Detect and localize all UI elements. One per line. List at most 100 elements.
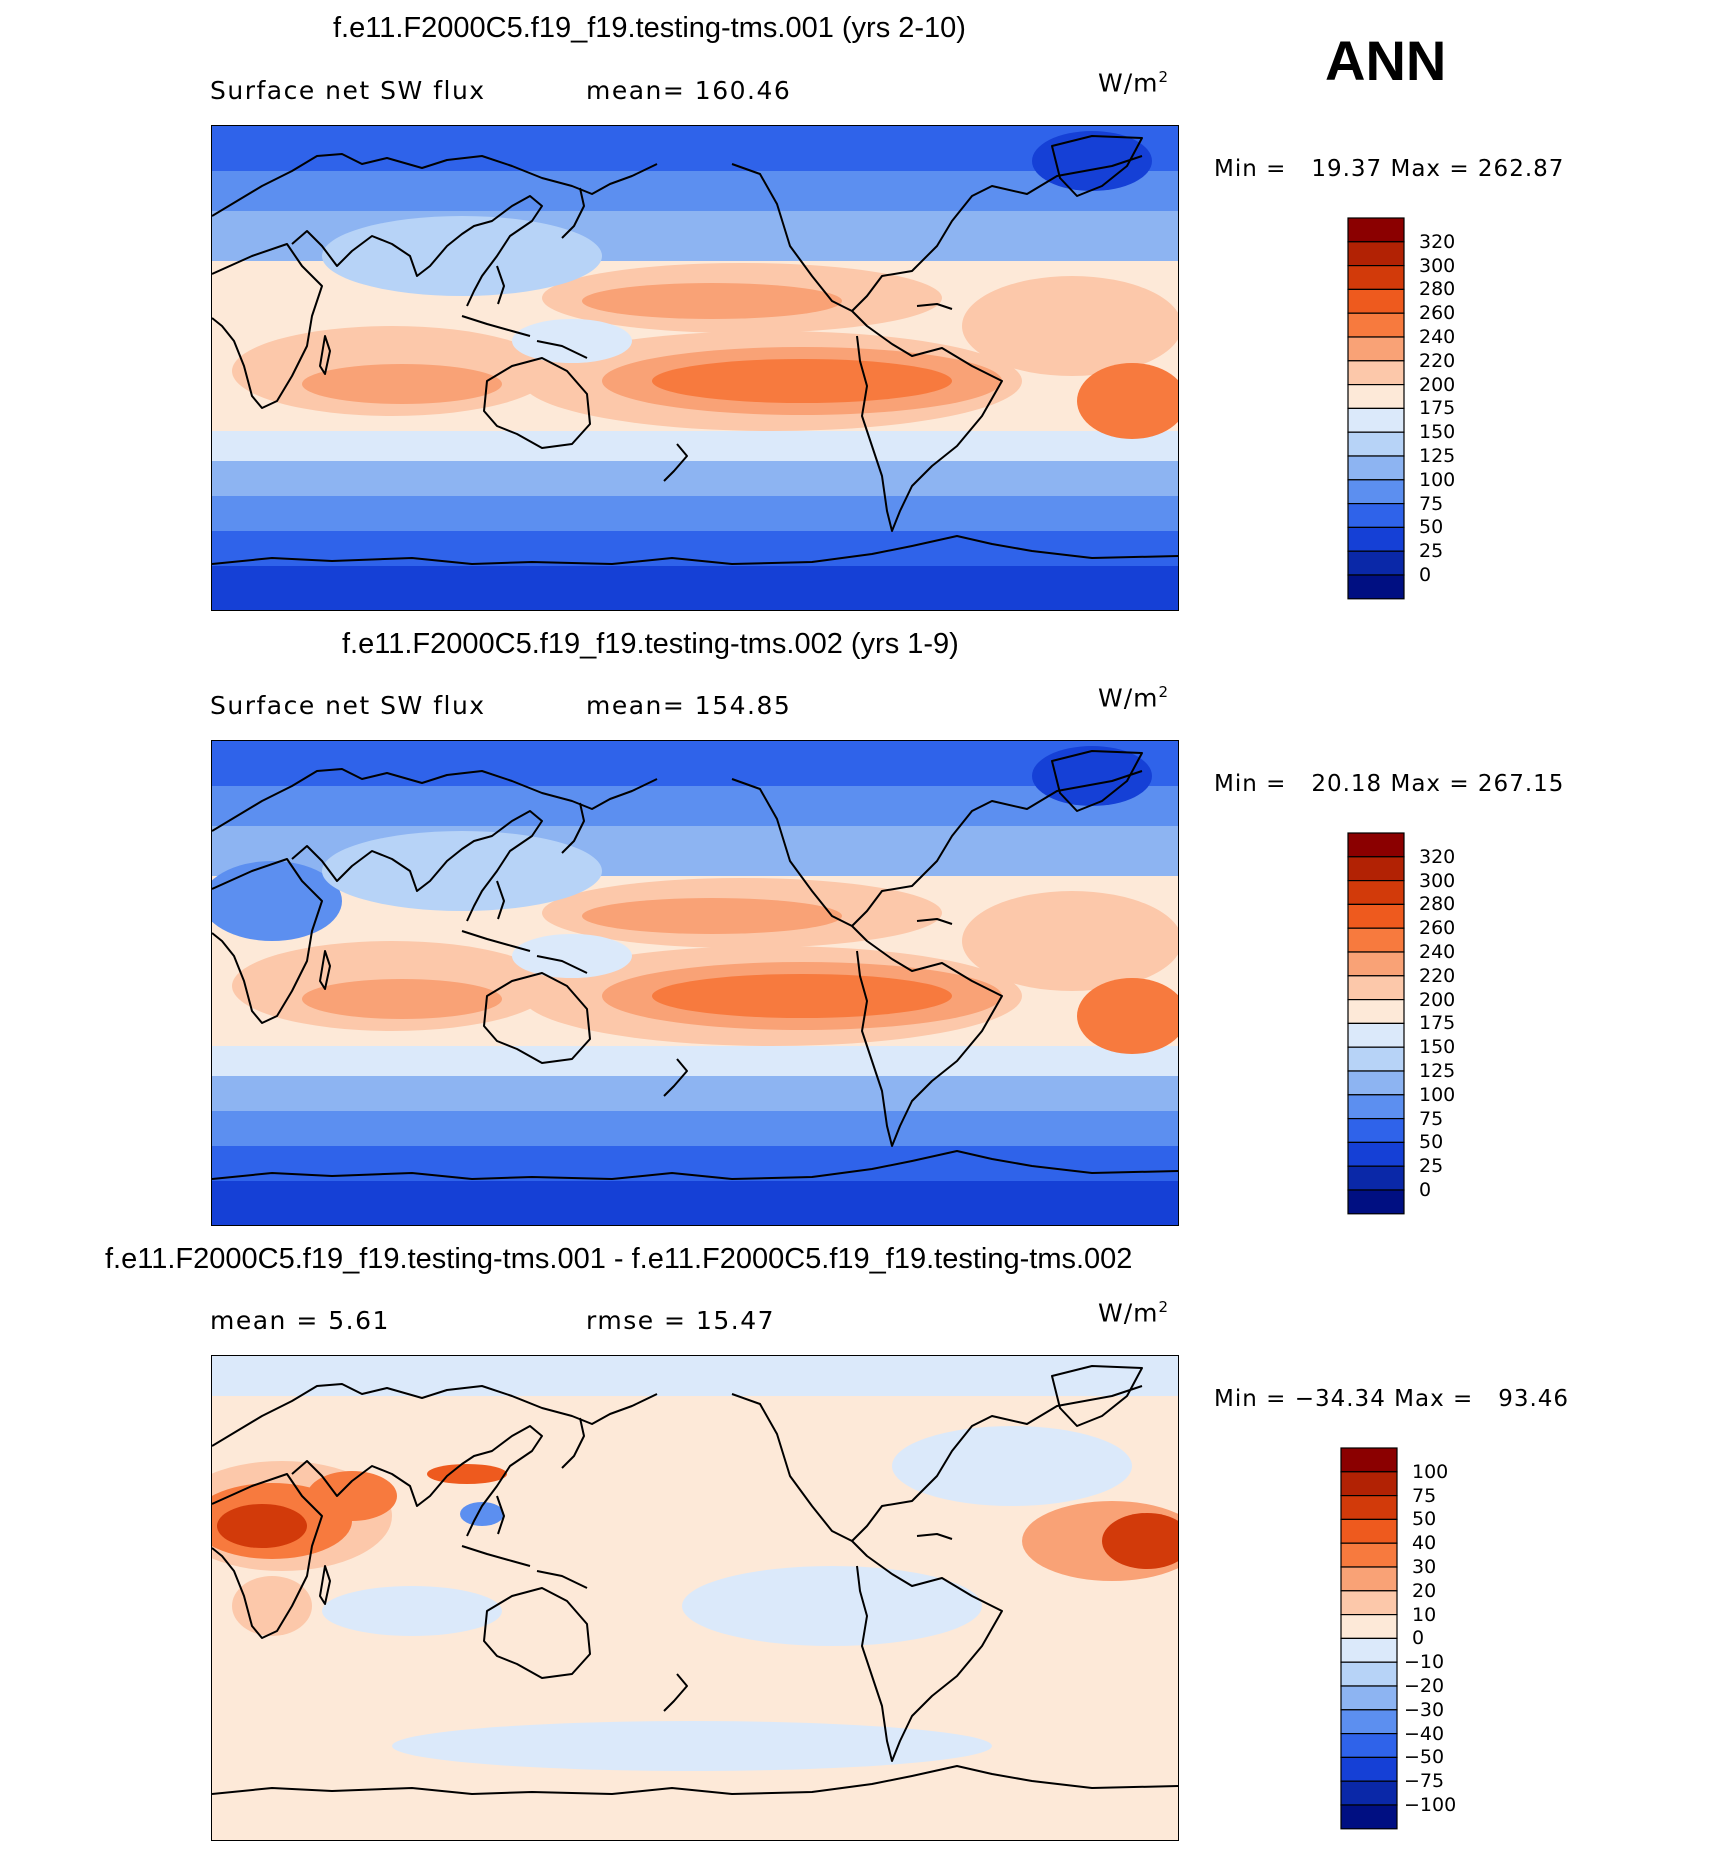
colorbar-swatch xyxy=(1340,1471,1398,1497)
colorbar-swatch xyxy=(1347,502,1405,528)
colorbar-swatch xyxy=(1347,217,1405,243)
colorbar-swatch xyxy=(1347,1094,1405,1120)
colorbar-swatch xyxy=(1347,975,1405,1001)
colorbar-swatch xyxy=(1347,856,1405,882)
panel2-map xyxy=(211,740,1179,1226)
colorbar-tick-label: 260 xyxy=(1419,917,1456,940)
colorbar-swatch xyxy=(1347,336,1405,362)
colorbar-tick-label: 25 xyxy=(1419,1155,1444,1178)
panel2-mean-label: mean= 154.85 xyxy=(586,691,792,720)
panel1-title: f.e11.F2000C5.f19_f19.testing-tms.001 (y… xyxy=(333,12,966,44)
colorbar-swatch xyxy=(1347,927,1405,953)
panel3-sahara-pos-core xyxy=(217,1504,307,1548)
panel1-south-pacific-core xyxy=(652,359,952,403)
panel2-band-south-storm xyxy=(212,1111,1178,1146)
panel3-atlantic-pos-core xyxy=(1102,1513,1178,1569)
colorbar-tick-label: 50 xyxy=(1412,1508,1437,1531)
colorbar-swatch xyxy=(1340,1518,1398,1544)
panel2-band-antarctica xyxy=(212,1181,1178,1225)
panel3-rmse-label: rmse = 15.47 xyxy=(586,1306,776,1335)
panel1-band-south-storm xyxy=(212,496,1178,531)
panel2-band-arctic xyxy=(212,741,1178,786)
panel3-indian-neg xyxy=(322,1586,502,1636)
panel2-greenland xyxy=(1032,746,1152,806)
panel2-colorbar: 320 300 280 260 240 220 200 175 150 125 100 75 50 25 0 xyxy=(1347,832,1455,1220)
colorbar-tick-label: 25 xyxy=(1419,540,1444,563)
panel1-north-pacific-core xyxy=(582,283,842,319)
panel1-band-antarctica xyxy=(212,566,1178,610)
colorbar-swatch xyxy=(1340,1447,1398,1473)
panel2-indian-ocean-core xyxy=(302,979,502,1019)
colorbar-swatch xyxy=(1347,312,1405,338)
panel3-mean-label: mean = 5.61 xyxy=(210,1306,390,1335)
colorbar-swatch xyxy=(1347,455,1405,481)
colorbar-swatch xyxy=(1347,1070,1405,1096)
colorbar-swatch xyxy=(1347,951,1405,977)
colorbar-swatch xyxy=(1347,288,1405,314)
colorbar-swatch xyxy=(1347,998,1405,1024)
panel2-variable-label: Surface net SW flux xyxy=(210,691,486,720)
panel1-west-pacific-warm-pool xyxy=(512,319,632,363)
colorbar-tick-label: 30 xyxy=(1412,1556,1437,1578)
colorbar-tick-label: 200 xyxy=(1419,988,1456,1011)
panel3-title: f.e11.F2000C5.f19_f19.testing-tms.001 - … xyxy=(105,1243,1133,1275)
panel3-arabia-pos xyxy=(307,1471,397,1521)
panel2-north-pacific-core xyxy=(582,898,842,934)
panel1-south-atlantic-core xyxy=(1077,363,1178,439)
panel3-north-atlantic-neg xyxy=(892,1426,1132,1506)
panel3-arctic-band xyxy=(212,1356,1178,1396)
colorbar-tick-label: 50 xyxy=(1419,1131,1444,1154)
panel1-mean-label: mean= 160.46 xyxy=(586,76,792,105)
panel3-units: W/m2 xyxy=(1098,1298,1170,1328)
season-label: ANN xyxy=(1325,29,1447,92)
colorbar-tick-label: 280 xyxy=(1419,893,1456,916)
panel3-colorbar: 100 75 50 40 30 20 10 0 −10 −20 −30 −40 −50 −75 −100 xyxy=(1340,1447,1456,1835)
colorbar-tick-label: 280 xyxy=(1419,278,1456,301)
colorbar-tick-label: 150 xyxy=(1419,421,1456,444)
colorbar-swatch xyxy=(1340,1613,1398,1639)
panel1-asia-cloud xyxy=(322,216,602,296)
colorbar-tick-label: 50 xyxy=(1419,516,1444,539)
colorbar-swatch xyxy=(1347,832,1405,858)
panel1-colorbar-swatches xyxy=(1347,217,1405,600)
colorbar-tick-label: −10 xyxy=(1404,1651,1445,1674)
colorbar-swatch xyxy=(1340,1661,1398,1687)
panel1-colorbar: 320 300 280 260 240 220 200 175 150 125 100 75 50 25 0 xyxy=(1347,217,1455,605)
panel1-units: W/m2 xyxy=(1098,68,1170,98)
colorbar-tick-label: 0 xyxy=(1412,1627,1425,1650)
colorbar-swatch xyxy=(1340,1590,1398,1616)
colorbar-swatch xyxy=(1347,879,1405,905)
colorbar-tick-label: 100 xyxy=(1419,468,1456,491)
colorbar-swatch xyxy=(1340,1780,1398,1806)
panel1-atlantic-high xyxy=(962,276,1178,376)
panel1-band-south-sub xyxy=(212,431,1178,461)
colorbar-swatch xyxy=(1347,1117,1405,1143)
panel1-band-south-mid xyxy=(212,461,1178,496)
colorbar-tick-label: −30 xyxy=(1404,1698,1445,1721)
panel3-china-neg xyxy=(460,1502,504,1526)
colorbar-swatch xyxy=(1340,1709,1398,1735)
colorbar-tick-label: 100 xyxy=(1412,1460,1449,1483)
colorbar-swatch xyxy=(1347,1141,1405,1167)
panel3-colorbar-swatches xyxy=(1340,1447,1398,1830)
colorbar-swatch xyxy=(1347,1046,1405,1072)
colorbar-swatch xyxy=(1340,1756,1398,1782)
panel2-south-atlantic-core xyxy=(1077,978,1178,1054)
panel2-band-south-mid xyxy=(212,1076,1178,1111)
colorbar-swatch xyxy=(1347,1165,1405,1191)
colorbar-tick-label: 220 xyxy=(1419,964,1456,987)
colorbar-tick-label: 175 xyxy=(1419,397,1456,420)
panel2-south-pacific-core xyxy=(652,974,952,1018)
colorbar-swatch xyxy=(1340,1542,1398,1568)
panel3-south-africa-pos xyxy=(232,1576,312,1636)
colorbar-swatch xyxy=(1347,383,1405,409)
colorbar-tick-label: 125 xyxy=(1419,1060,1456,1082)
panel2-minmax: Min = 20.18 Max = 267.15 xyxy=(1214,771,1565,797)
panel2-units: W/m2 xyxy=(1098,683,1170,713)
colorbar-swatch xyxy=(1340,1566,1398,1592)
colorbar-tick-label: 240 xyxy=(1419,941,1456,963)
colorbar-tick-label: 40 xyxy=(1412,1532,1437,1555)
panel2-colorbar-swatches xyxy=(1347,832,1405,1215)
colorbar-swatch xyxy=(1340,1804,1398,1830)
colorbar-swatch xyxy=(1347,407,1405,433)
